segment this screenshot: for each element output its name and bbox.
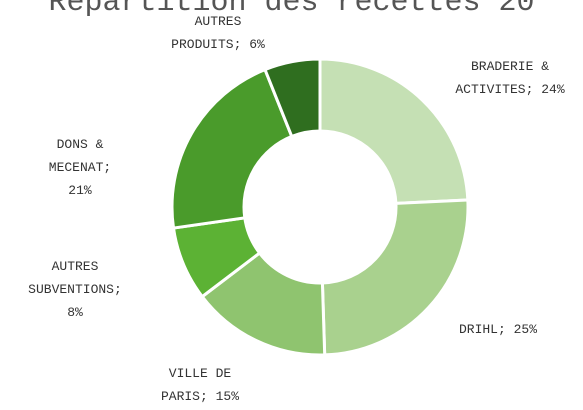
donut-slice: [263, 57, 322, 139]
data-label: AUTRES PRODUITS; 6%: [168, 10, 268, 56]
value-label: 8%: [67, 305, 83, 320]
data-label: DRIHL; 25%: [433, 318, 563, 341]
value-label: 6%: [249, 37, 265, 52]
label-separator: ;: [199, 389, 208, 404]
data-label: AUTRES SUBVENTIONS; 8%: [20, 255, 130, 324]
value-label: 15%: [215, 389, 240, 404]
category-name: AUTRES PRODUITS: [171, 14, 242, 52]
value-label: 25%: [513, 322, 538, 337]
donut-slice: [170, 67, 294, 230]
value-label: 24%: [541, 82, 565, 97]
data-label: VILLE DE PARIS; 15%: [150, 362, 250, 408]
category-name: AUTRES SUBVENTIONS: [28, 259, 114, 297]
data-label: BRADERIE & ACTIVITES; 24%: [450, 55, 570, 101]
donut-slice: [318, 57, 470, 205]
label-separator: ;: [103, 160, 112, 175]
label-separator: ;: [525, 82, 534, 97]
label-separator: ;: [233, 37, 242, 52]
label-separator: ;: [497, 322, 506, 337]
data-label: DONS & MECENAT; 21%: [35, 133, 125, 202]
category-name: BRADERIE & ACTIVITES: [455, 59, 549, 97]
category-name: DRIHL: [458, 322, 498, 337]
donut-slice: [320, 198, 470, 357]
label-separator: ;: [114, 282, 122, 297]
category-name: VILLE DE PARIS: [160, 366, 232, 404]
value-label: 21%: [68, 183, 92, 198]
chart-title: Répartition des recettes 20: [48, 0, 535, 20]
category-name: DONS & MECENAT: [48, 137, 104, 175]
